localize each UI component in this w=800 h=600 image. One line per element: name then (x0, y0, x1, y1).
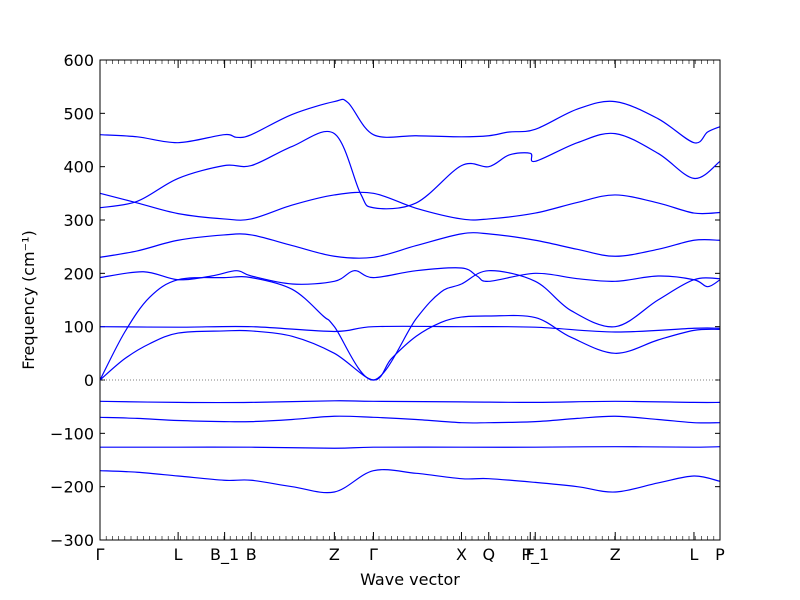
band-series-8 (99, 267, 721, 288)
y-tick-label: 600 (63, 51, 94, 70)
x-tick-label: X (456, 545, 467, 564)
band-series-5 (99, 314, 721, 381)
x-tick-label: L (174, 545, 183, 564)
y-tick-label: 400 (63, 158, 94, 177)
band-series-2 (100, 446, 721, 449)
x-axis-label: Wave vector (360, 570, 460, 589)
x-tick-label: Q (482, 545, 495, 564)
x-tick-label: L (689, 545, 698, 564)
y-tick-label: 100 (63, 318, 94, 337)
tick-marks (99, 59, 721, 541)
y-tick-label: −200 (50, 478, 94, 497)
x-tick-label: F (526, 545, 535, 564)
y-tick-labels: 600 500 400 300 200 100 0 −100 −200 −300 (50, 51, 94, 550)
band-series-10 (99, 191, 721, 221)
y-tick-label: 0 (84, 371, 94, 390)
x-tick-label: P_1 (521, 545, 549, 565)
x-tick-labels: Γ L B_1 B Z Γ X Q FP_1 Z L P (96, 545, 726, 565)
x-tick-label: B_1 (210, 545, 239, 565)
plot-frame (99, 59, 721, 541)
y-axis-label: Frequency (cm⁻¹) (19, 230, 38, 369)
band-series-11 (99, 130, 721, 210)
y-tick-label: −300 (50, 531, 94, 550)
band-series-9 (99, 232, 721, 259)
x-tick-label: Γ (96, 545, 105, 564)
band-series-3 (99, 415, 721, 424)
x-tick-label: Γ (369, 545, 378, 564)
y-tick-label: 200 (63, 264, 94, 283)
band-series-7 (99, 270, 721, 381)
band-series-4 (99, 400, 721, 404)
x-tick-label: P (715, 545, 725, 564)
y-tick-label: 500 (63, 104, 94, 123)
band-series-12 (99, 98, 721, 144)
y-tick-label: 300 (63, 211, 94, 230)
band-series-1 (99, 468, 721, 494)
x-tick-label: Z (610, 545, 621, 564)
y-tick-label: −100 (50, 424, 94, 443)
x-tick-label: B (246, 545, 257, 564)
x-tick-label: Z (329, 545, 340, 564)
band-series-6 (99, 325, 721, 333)
series-layer (99, 98, 721, 494)
